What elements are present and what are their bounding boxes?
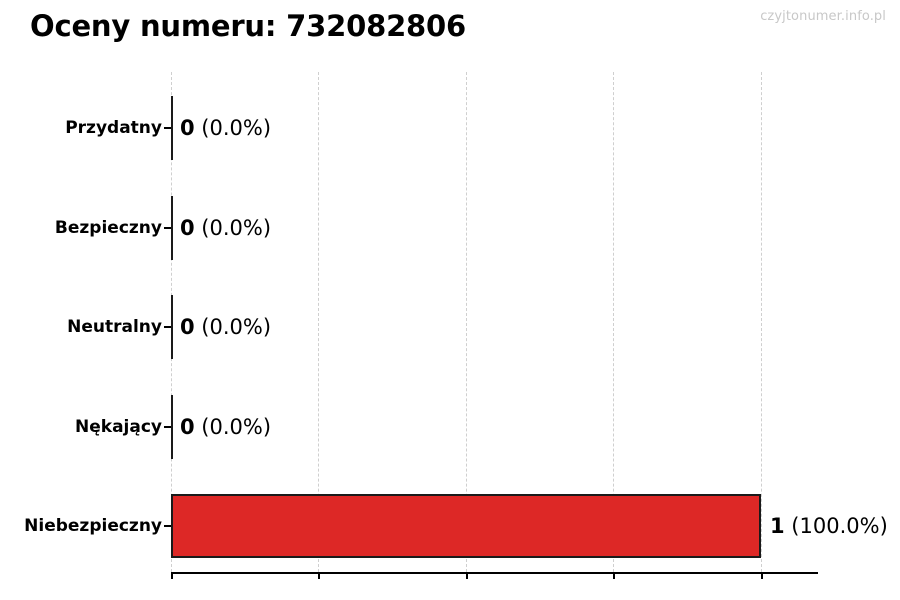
bar-percent-3: (0.0%) (194, 415, 272, 439)
gridline-3 (613, 72, 614, 572)
bar-row-nękający[interactable]: Nękający 0 (0.0%) (0, 395, 900, 459)
gridline-1 (318, 72, 319, 572)
bar-przydatny[interactable] (171, 96, 173, 160)
y-axis-tick-2 (164, 326, 171, 328)
x-axis-tick-0 (171, 572, 173, 579)
bar-count-4: 1 (770, 514, 785, 538)
category-label-4: Niebezpieczny (24, 516, 162, 536)
y-axis-tick-1 (164, 227, 171, 229)
bar-percent-0: (0.0%) (194, 116, 272, 140)
bar-percent-2: (0.0%) (194, 315, 272, 339)
site-watermark: czyjtonumer.info.pl (760, 9, 886, 24)
bar-niebezpieczny[interactable] (171, 494, 761, 558)
bar-row-neutralny[interactable]: Neutralny 0 (0.0%) (0, 295, 900, 359)
x-axis-tick-3 (613, 572, 615, 579)
gridline-2 (466, 72, 467, 572)
bar-row-niebezpieczny[interactable]: Niebezpieczny 1 (100.0%) (0, 494, 900, 558)
bar-count-0: 0 (180, 116, 195, 140)
y-axis-tick-4 (164, 525, 171, 527)
bar-value-label-2: 0 (0.0%) (171, 295, 271, 359)
bar-percent-1: (0.0%) (194, 216, 272, 240)
bar-percent-4: (100.0%) (784, 514, 888, 538)
bar-value-label-3: 0 (0.0%) (171, 395, 271, 459)
y-axis-tick-3 (164, 426, 171, 428)
x-axis-tick-1 (318, 572, 320, 579)
category-label-3: Nękający (75, 417, 162, 437)
x-axis-line (171, 572, 818, 574)
bar-count-2: 0 (180, 315, 195, 339)
bar-value-label-4: 1 (100.0%) (761, 494, 888, 558)
category-label-0: Przydatny (65, 118, 162, 138)
bar-value-label-0: 0 (0.0%) (171, 96, 271, 160)
bar-nękający[interactable] (171, 395, 173, 459)
gridline-4 (761, 72, 762, 572)
x-axis-tick-2 (466, 572, 468, 579)
bar-row-przydatny[interactable]: Przydatny 0 (0.0%) (0, 96, 900, 160)
bar-count-1: 0 (180, 216, 195, 240)
bar-value-label-1: 0 (0.0%) (171, 196, 271, 260)
bar-row-bezpieczny[interactable]: Bezpieczny 0 (0.0%) (0, 196, 900, 260)
page-title: Oceny numeru: 732082806 (30, 9, 466, 43)
bar-bezpieczny[interactable] (171, 196, 173, 260)
x-axis-tick-4 (761, 572, 763, 579)
bar-count-3: 0 (180, 415, 195, 439)
bar-neutralny[interactable] (171, 295, 173, 359)
category-label-2: Neutralny (67, 317, 162, 337)
y-axis-tick-0 (164, 127, 171, 129)
category-label-1: Bezpieczny (54, 218, 162, 238)
